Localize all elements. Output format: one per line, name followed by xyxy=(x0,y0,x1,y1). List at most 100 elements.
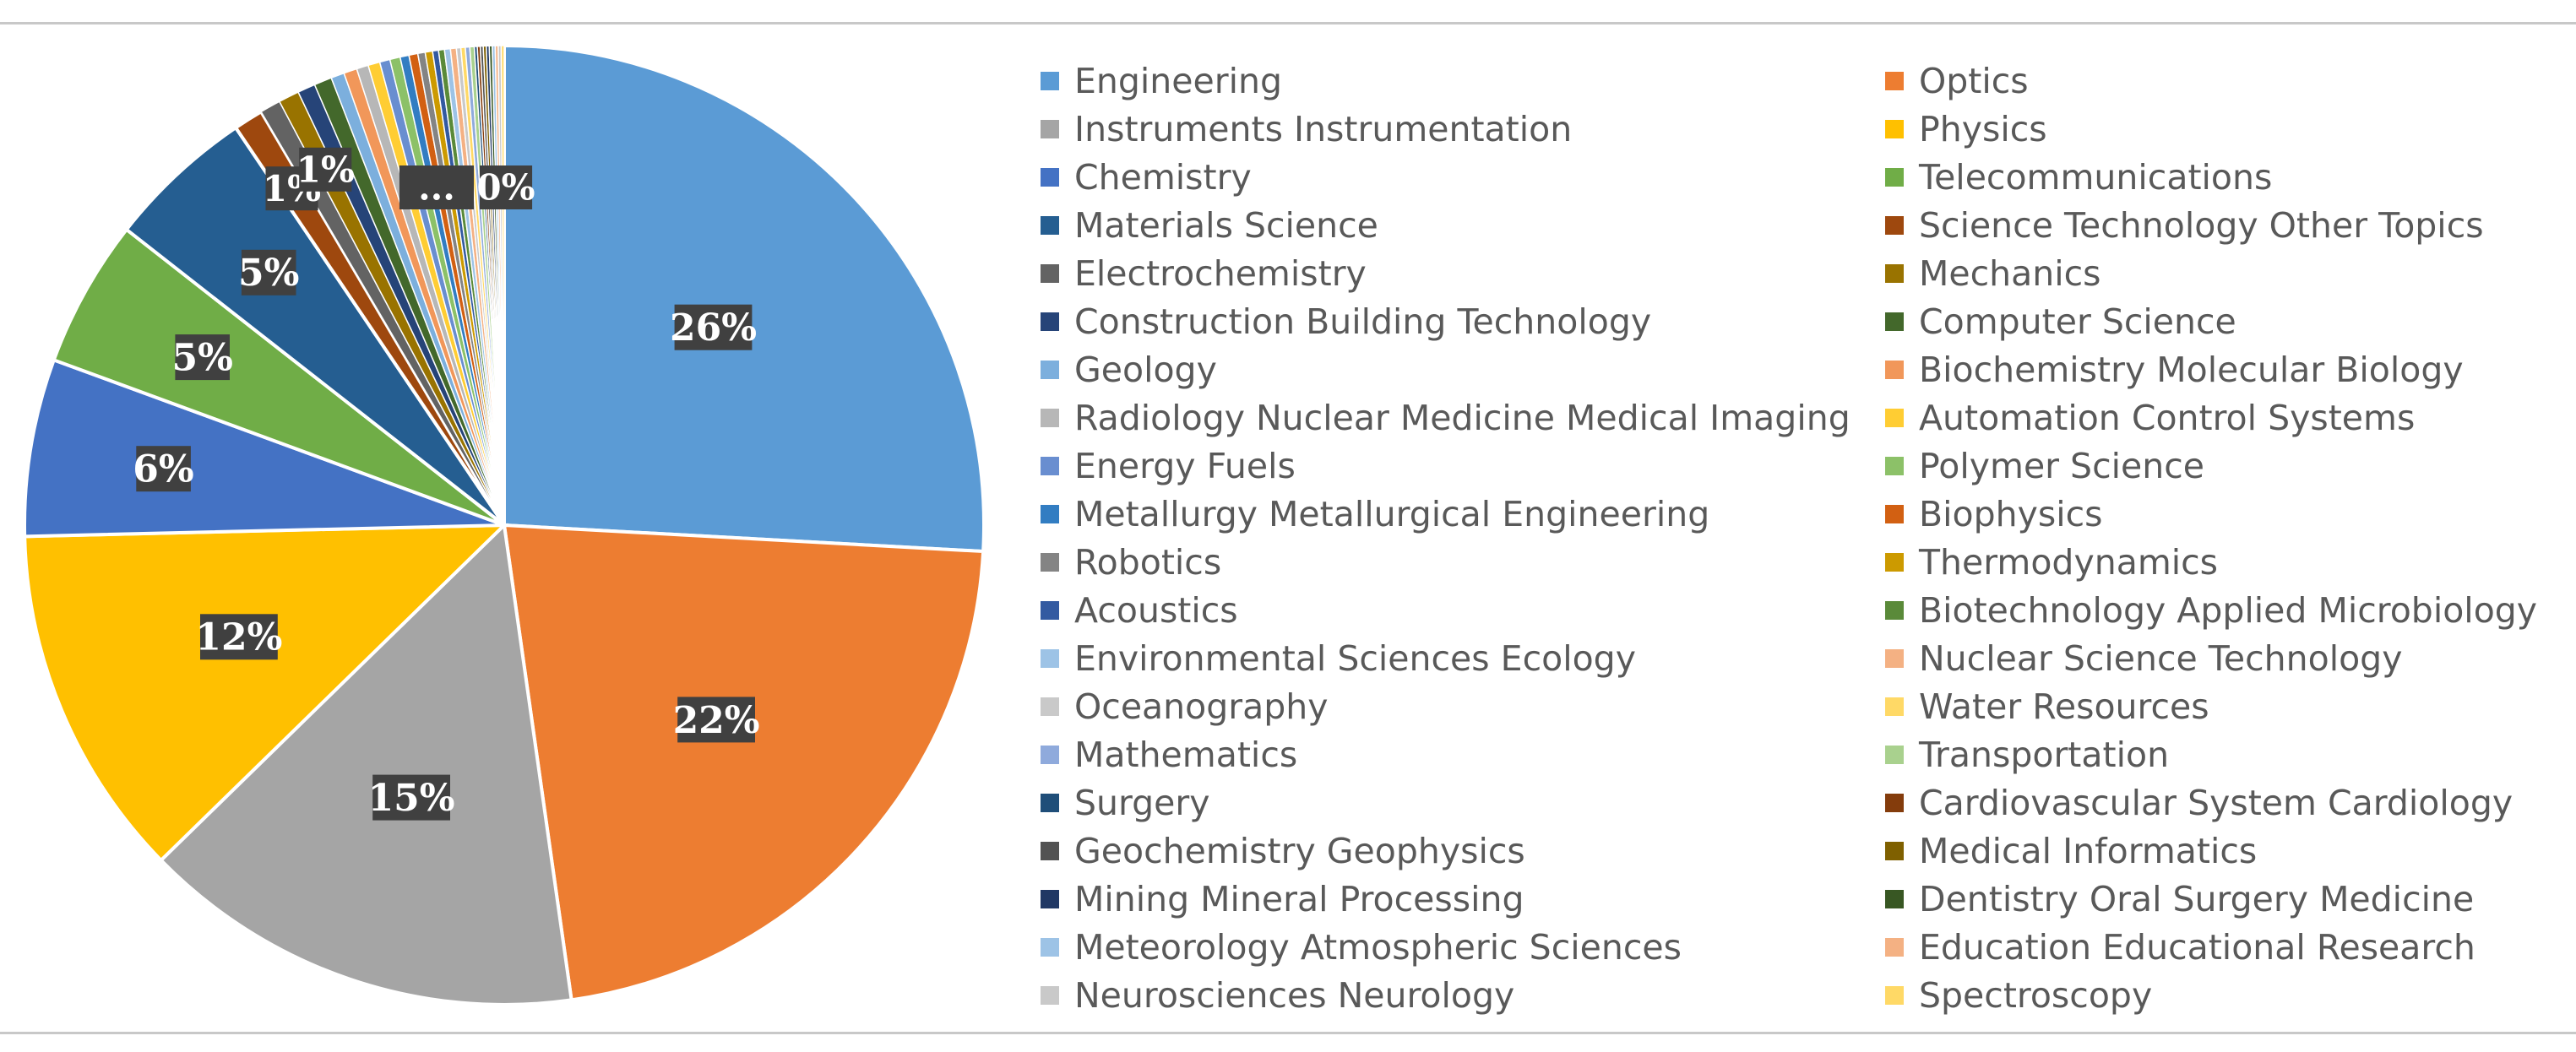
legend-swatch xyxy=(1885,72,1904,90)
legend-label: Energy Fuels xyxy=(1074,446,1296,486)
legend-swatch xyxy=(1041,697,1059,716)
legend-label: Spectroscopy xyxy=(1919,975,2152,1016)
legend-swatch xyxy=(1041,890,1059,908)
legend-label: Engineering xyxy=(1074,61,1282,101)
legend-swatch xyxy=(1885,697,1904,716)
bottom-rule xyxy=(0,1032,2576,1034)
legend-swatch xyxy=(1041,457,1059,475)
legend-swatch xyxy=(1885,457,1904,475)
legend-swatch xyxy=(1041,794,1059,812)
legend-label: Thermodynamics xyxy=(1918,542,2218,583)
legend-swatch xyxy=(1041,216,1059,235)
legend-label: Meteorology Atmospheric Sciences xyxy=(1074,927,1682,968)
data-label: 1% xyxy=(296,149,355,191)
legend-swatch xyxy=(1041,986,1059,1005)
pie-slice xyxy=(123,125,506,527)
data-label-box xyxy=(136,446,191,492)
legend-label: Materials Science xyxy=(1074,205,1378,246)
legend-swatch xyxy=(1041,938,1059,957)
data-label: 0% xyxy=(476,167,535,209)
data-label: 12% xyxy=(195,616,282,659)
legend-swatch xyxy=(1885,361,1904,379)
legend-label: Nuclear Science Technology xyxy=(1919,638,2402,679)
legend-swatch xyxy=(1885,168,1904,187)
legend-label: Surgery xyxy=(1074,783,1210,823)
legend-label: Transportation xyxy=(1918,735,2169,775)
legend-swatch xyxy=(1885,216,1904,235)
legend-label: Optics xyxy=(1919,61,2029,101)
legend-label: Biophysics xyxy=(1919,494,2103,534)
legend-label: Environmental Sciences Ecology xyxy=(1074,638,1636,679)
legend-swatch xyxy=(1885,938,1904,957)
legend-label: Cardiovascular System Cardiology xyxy=(1919,783,2513,823)
data-label-box xyxy=(674,304,753,350)
legend-label: Water Resources xyxy=(1919,686,2209,727)
legend-swatch xyxy=(1885,890,1904,908)
data-label-box xyxy=(480,165,533,209)
data-label: 6% xyxy=(133,448,193,491)
legend-label: Chemistry xyxy=(1074,157,1252,198)
legend-swatch xyxy=(1885,649,1904,668)
data-label: 26% xyxy=(670,306,757,350)
legend-swatch xyxy=(1885,505,1904,523)
top-rule xyxy=(0,22,2576,24)
legend-swatch xyxy=(1885,120,1904,138)
legend-swatch xyxy=(1041,120,1059,138)
data-label: 15% xyxy=(368,777,455,820)
data-label-box xyxy=(175,334,230,381)
data-label: 5% xyxy=(238,252,299,295)
legend-swatch xyxy=(1041,601,1059,620)
data-label-box xyxy=(299,147,352,192)
legend-swatch xyxy=(1041,72,1059,90)
data-label: ... xyxy=(418,167,455,209)
legend-label: Biotechnology Applied Microbiology xyxy=(1919,590,2537,631)
pie-data-labels: 26%22%15%12%6%5%5%1%1%... 0% xyxy=(133,147,760,821)
legend-swatch xyxy=(1041,553,1059,572)
legend-swatch xyxy=(1041,649,1059,668)
data-label-box xyxy=(399,165,474,209)
legend-label: Neurosciences Neurology xyxy=(1074,975,1514,1016)
legend-label: Biochemistry Molecular Biology xyxy=(1919,350,2464,390)
pie-slice xyxy=(503,43,986,554)
legend-swatch xyxy=(1885,601,1904,620)
legend-label: Oceanography xyxy=(1074,686,1329,727)
pie-slice xyxy=(502,523,986,1002)
legend-label: Robotics xyxy=(1074,542,1221,583)
data-label-box xyxy=(200,614,278,660)
legend-label: Electrochemistry xyxy=(1074,253,1367,294)
legend-swatch xyxy=(1041,505,1059,523)
legend-swatch xyxy=(1041,746,1059,764)
legend-label: Construction Building Technology xyxy=(1074,301,1651,342)
legend-label: Geology xyxy=(1074,350,1217,390)
legend-swatch xyxy=(1041,361,1059,379)
legend-label: Science Technology Other Topics xyxy=(1919,205,2484,246)
legend-label: Automation Control Systems xyxy=(1919,398,2415,438)
legend-label: Polymer Science xyxy=(1919,446,2204,486)
data-label: 5% xyxy=(171,337,232,380)
legend-label: Telecommunications xyxy=(1918,157,2272,198)
legend-label: Mining Mineral Processing xyxy=(1074,879,1524,919)
legend-swatch xyxy=(1885,553,1904,572)
legend-swatch xyxy=(1885,264,1904,283)
legend-swatch xyxy=(1885,409,1904,427)
legend-label: Mechanics xyxy=(1919,253,2101,294)
legend-swatch xyxy=(1041,409,1059,427)
legend-label: Dentistry Oral Surgery Medicine xyxy=(1919,879,2474,919)
legend-label: Instruments Instrumentation xyxy=(1074,109,1572,149)
legend-swatch xyxy=(1041,264,1059,283)
data-label: 22% xyxy=(673,699,760,742)
data-label-box xyxy=(677,697,755,743)
legend-label: Geochemistry Geophysics xyxy=(1074,831,1525,871)
legend-label: Computer Science xyxy=(1919,301,2236,342)
legend-swatch xyxy=(1041,312,1059,331)
legend-swatch xyxy=(1885,842,1904,860)
chart-legend: Engineering Optics Instruments Instrumenta… xyxy=(1041,61,2537,1016)
legend-swatch xyxy=(1885,312,1904,331)
legend-label: Metallurgy Metallurgical Engineering xyxy=(1074,494,1709,534)
data-label-box xyxy=(372,774,450,821)
legend-label: Education Educational Research xyxy=(1919,927,2475,968)
legend-label: Radiology Nuclear Medicine Medical Imagi… xyxy=(1074,398,1850,438)
legend-label: Physics xyxy=(1919,109,2047,149)
legend-swatch xyxy=(1885,794,1904,812)
